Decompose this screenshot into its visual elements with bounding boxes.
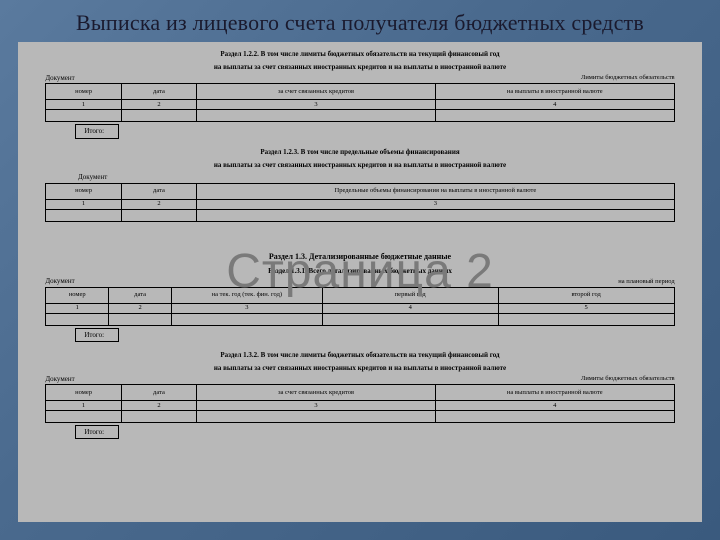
doc-line-122: Документ Лимиты бюджетных обязательств	[45, 74, 674, 83]
col-nomer: номер	[46, 287, 109, 303]
cell-empty	[322, 313, 498, 325]
cell-empty	[435, 110, 674, 122]
itogo-123: .	[45, 224, 674, 238]
cell-empty	[498, 313, 674, 325]
section-122-head-1: Раздел 1.2.2. В том числе лимиты бюджетн…	[18, 42, 702, 60]
col-foreign: на выплаты в иностранной валюте	[435, 84, 674, 100]
col-cur: на тек. год (тек. фин. год)	[171, 287, 322, 303]
section-132-head-2: на выплаты за счет связанных иностранных…	[18, 361, 702, 374]
col-data: дата	[121, 385, 196, 401]
document-label: Документ	[45, 277, 74, 286]
cell-empty	[197, 110, 436, 122]
document-label: Документ	[45, 375, 74, 384]
cell-empty	[171, 313, 322, 325]
cell-empty	[121, 411, 196, 423]
document-preview: Страница 2 Раздел 1.2.2. В том числе лим…	[18, 42, 702, 522]
itogo-label: Итого:	[75, 124, 119, 138]
col-nomer: номер	[46, 84, 121, 100]
colnum: 1	[46, 303, 109, 313]
limits-label: Лимиты бюджетных обязательств	[581, 74, 675, 83]
col-pred: Предельные объемы финансирования на выпл…	[197, 183, 674, 199]
col-credits: за счет связанных кредитов	[197, 385, 436, 401]
table-122: номер дата за счет связанных кредитов на…	[45, 83, 674, 122]
itogo-label: Итого:	[75, 328, 119, 342]
colnum: 2	[109, 303, 172, 313]
col-nomer: номер	[46, 183, 121, 199]
colnum: 1	[46, 100, 121, 110]
document-label: Документ	[45, 74, 74, 83]
table-132: номер дата за счет связанных кредитов на…	[45, 384, 674, 423]
cell-empty	[121, 209, 196, 221]
colnum: 3	[171, 303, 322, 313]
col-data: дата	[109, 287, 172, 303]
table-131: номер дата на тек. год (тек. фин. год) п…	[45, 287, 674, 326]
col-foreign: на выплаты в иностранной валюте	[435, 385, 674, 401]
itogo-131: Итого:	[45, 328, 674, 342]
cell-empty	[121, 110, 196, 122]
colnum: 3	[197, 199, 674, 209]
slide: Выписка из лицевого счета получателя бюд…	[0, 0, 720, 540]
colnum: 2	[121, 100, 196, 110]
colnum: 3	[197, 401, 436, 411]
section-132-head-1: Раздел 1.3.2. В том числе лимиты бюджетн…	[18, 348, 702, 361]
section-131-head: Раздел 1.3.1. Всего детализированных бюд…	[18, 264, 702, 277]
colnum: 2	[121, 401, 196, 411]
cell-empty	[46, 313, 109, 325]
document-label: Документ	[18, 171, 702, 182]
table-123: номер дата Предельные объемы финансирова…	[45, 183, 674, 222]
col-credits: за счет связанных кредитов	[197, 84, 436, 100]
colnum: 5	[498, 303, 674, 313]
cell-empty	[109, 313, 172, 325]
section-122-head-2: на выплаты за счет связанных иностранных…	[18, 60, 702, 73]
col-y2: второй год	[498, 287, 674, 303]
itogo-label: Итого:	[75, 425, 119, 439]
colnum: 1	[46, 401, 121, 411]
doc-line-131: Документ на плановый период	[45, 277, 674, 286]
cell-empty	[46, 411, 121, 423]
col-nomer: номер	[46, 385, 121, 401]
itogo-132: Итого:	[45, 425, 674, 439]
section-13-head: Раздел 1.3. Детализированные бюджетные д…	[18, 244, 702, 264]
plan-label: на плановый период	[618, 278, 674, 287]
colnum: 2	[121, 199, 196, 209]
section-123-head-1: Раздел 1.2.3. В том числе предельные объ…	[18, 145, 702, 158]
col-y1: первый год	[322, 287, 498, 303]
slide-title: Выписка из лицевого счета получателя бюд…	[0, 0, 720, 42]
colnum: 3	[197, 100, 436, 110]
itogo-122: Итого:	[45, 124, 674, 138]
colnum: 4	[435, 401, 674, 411]
cell-empty	[435, 411, 674, 423]
cell-empty	[46, 209, 121, 221]
doc-line-132: Документ Лимиты бюджетных обязательств	[45, 375, 674, 384]
cell-empty	[197, 209, 674, 221]
col-data: дата	[121, 84, 196, 100]
limits-label: Лимиты бюджетных обязательств	[581, 375, 675, 384]
colnum: 1	[46, 199, 121, 209]
section-123-head-2: на выплаты за счет связанных иностранных…	[18, 158, 702, 171]
col-data: дата	[121, 183, 196, 199]
cell-empty	[197, 411, 436, 423]
cell-empty	[46, 110, 121, 122]
colnum: 4	[322, 303, 498, 313]
colnum: 4	[435, 100, 674, 110]
